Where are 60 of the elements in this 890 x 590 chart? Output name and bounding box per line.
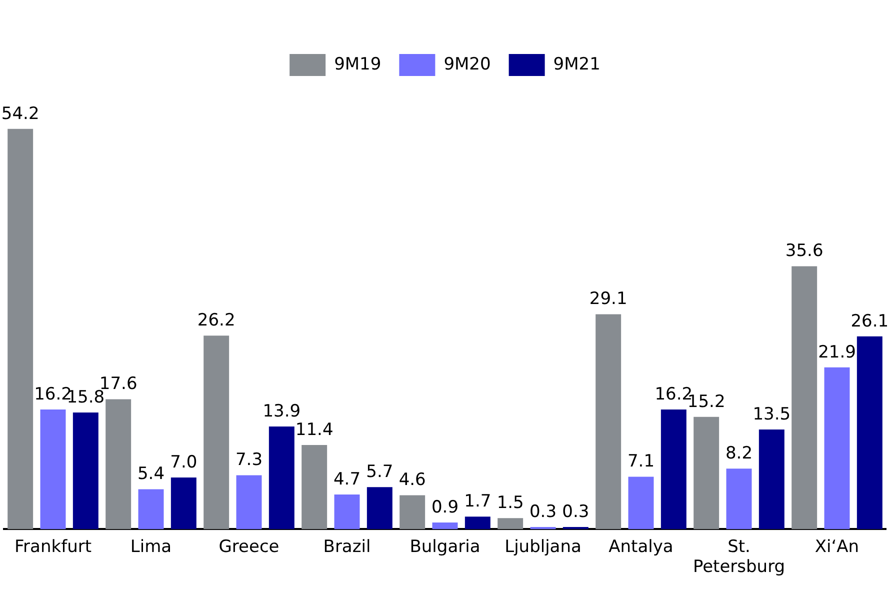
data-label: 26.2 [197,310,236,331]
bar [106,399,132,530]
bar [72,412,98,530]
x-tick-label: Bulgaria [410,536,480,557]
bar [40,410,66,530]
data-label: 26.1 [850,311,889,332]
bar [824,367,850,530]
bar [596,314,622,530]
bar [694,416,720,530]
bar [792,266,818,530]
data-label: 0.9 [431,497,459,518]
bar [334,494,360,530]
bar [660,410,686,530]
data-label: 7.3 [235,450,263,470]
bar [138,489,164,530]
bar [170,477,196,530]
data-label: 0.3 [529,502,557,522]
data-label: 1.5 [496,493,524,514]
bar [464,516,490,530]
bar [628,476,654,530]
bar [726,468,752,530]
bar [562,526,588,530]
x-tick-label: Xi‘An [814,536,860,557]
data-label: 0.3 [562,502,590,522]
x-tick-label: Antalya [608,536,674,557]
legend-label: 9M20 [444,54,491,74]
x-tick-label: Frankfurt [14,536,92,557]
data-label: 7.0 [170,452,198,472]
bar [236,475,262,530]
bar [204,336,230,530]
data-label: 5.7 [366,462,394,482]
bar [268,426,294,530]
data-label: 7.1 [627,452,655,472]
data-label: 29.1 [589,289,628,310]
bar [856,336,882,530]
data-label: 21.9 [818,342,856,362]
data-label: 35.6 [785,241,824,262]
data-label: 4.6 [398,470,426,490]
legend-label: 9M19 [334,54,382,74]
bar [498,518,524,530]
bar [302,444,328,530]
bar [432,522,458,530]
bar [758,429,784,530]
legend-label: 9M21 [553,54,600,74]
data-label: 54.2 [1,104,40,124]
x-tick-label: Ljubljana [504,536,582,557]
bar [8,128,34,530]
bar [366,487,392,530]
data-label: 8.2 [725,444,753,464]
x-tick-label: Brazil [323,536,371,557]
data-label: 5.4 [137,464,165,484]
data-label: 13.9 [262,401,301,422]
x-tick-label: St. Petersburg [692,536,786,578]
data-label: 1.7 [464,492,492,512]
data-label: 13.5 [752,404,791,424]
bar [400,495,426,530]
data-label: 4.7 [333,469,361,490]
x-tick-label: Greece [218,536,280,557]
x-tick-label: Lima [130,536,172,557]
data-label: 11.4 [295,420,334,440]
